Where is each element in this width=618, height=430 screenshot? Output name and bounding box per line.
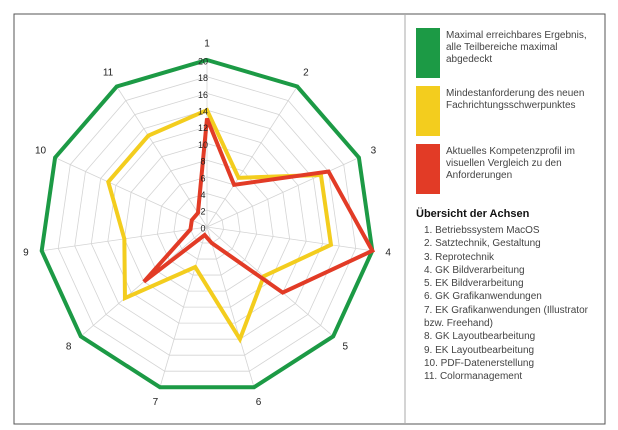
tick-label: 12 bbox=[198, 123, 208, 133]
grid-ring bbox=[156, 176, 258, 276]
overview-item: 7. EK Grafikanwendungen (Illustrator bzw… bbox=[424, 304, 588, 330]
spoke bbox=[159, 226, 208, 388]
series-line bbox=[39, 57, 375, 390]
axis-label: 3 bbox=[371, 146, 377, 157]
spoke bbox=[206, 86, 298, 228]
grid-ring bbox=[57, 76, 357, 372]
series-line bbox=[142, 117, 376, 295]
overview-item: 3. Reprotechnik bbox=[424, 251, 495, 263]
grid-ring bbox=[173, 193, 241, 260]
overview-item: 9. EK Layoutbearbeitung bbox=[424, 344, 535, 356]
axis-label: 8 bbox=[66, 341, 72, 352]
overview-item: 6. GK Grafikanwendungen bbox=[424, 291, 542, 303]
overview-list: 1. Betriebssystem MacOS 2. Satztechnik, G… bbox=[424, 224, 604, 384]
axis-label: 11 bbox=[103, 68, 114, 79]
legend-label: Mindestanforderung des neuen Fachrichtun… bbox=[446, 88, 585, 111]
overview-item: 5. EK Bildverarbeitung bbox=[424, 278, 524, 290]
overview-item: 8. GK Layoutbearbeitung bbox=[424, 331, 536, 343]
legend-swatch bbox=[416, 28, 440, 78]
axis-label: 1 bbox=[204, 39, 210, 50]
overview-title: Übersicht der Achsen bbox=[416, 208, 530, 220]
frame bbox=[13, 13, 606, 425]
tick-label: 6 bbox=[200, 173, 205, 183]
grid-ring bbox=[90, 109, 324, 340]
legend-swatch bbox=[416, 86, 440, 136]
tick-label: 14 bbox=[198, 106, 208, 116]
spoke bbox=[116, 86, 208, 228]
overview-item: 2. Satztechnik, Gestaltung bbox=[424, 238, 541, 250]
grid-ring bbox=[140, 159, 274, 292]
legend-label: Aktuelles Kompetenzprofil im visuellen V… bbox=[446, 146, 575, 181]
tick-label: 18 bbox=[198, 73, 208, 83]
axis-label: 10 bbox=[35, 146, 47, 157]
overview-item: 1. Betriebssystem MacOS bbox=[424, 225, 540, 236]
spoke bbox=[206, 157, 360, 228]
tick-label: 0 bbox=[200, 223, 205, 233]
spoke bbox=[54, 157, 208, 228]
grid-ring bbox=[74, 92, 340, 356]
axis-label: 9 bbox=[23, 248, 29, 259]
tick-label: 10 bbox=[198, 140, 208, 150]
grid-ring bbox=[123, 143, 291, 308]
spoke bbox=[206, 226, 255, 388]
axis-label: 4 bbox=[385, 248, 391, 259]
axis-label: 2 bbox=[303, 68, 309, 79]
overview-item: 11. Colormanagement bbox=[424, 371, 523, 383]
spoke bbox=[206, 226, 373, 252]
overview-item: 10. PDF-Datenerstellung bbox=[424, 357, 535, 369]
tick-label: 20 bbox=[198, 56, 208, 66]
tick-label: 8 bbox=[200, 157, 205, 167]
axis-label: 6 bbox=[256, 397, 262, 408]
axis-label: 5 bbox=[343, 341, 349, 352]
tick-label: 16 bbox=[198, 90, 208, 100]
overview-item: 4. GK Bildverarbeitung bbox=[424, 264, 525, 276]
tick-label: 4 bbox=[200, 190, 205, 200]
legend-swatch bbox=[416, 144, 440, 194]
tick-label: 2 bbox=[200, 207, 205, 217]
legend-label: Maximal erreichbares Ergebnis, alle Teil… bbox=[446, 30, 587, 65]
axis-label: 7 bbox=[153, 397, 159, 408]
